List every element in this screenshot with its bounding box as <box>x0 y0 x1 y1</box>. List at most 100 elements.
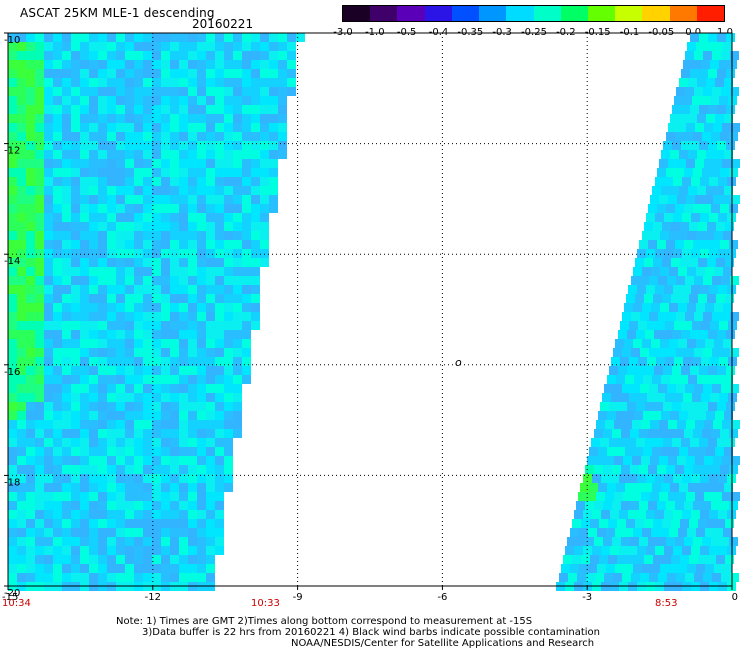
swath-cell <box>197 132 206 141</box>
swath-cell <box>179 60 188 69</box>
swath-cell <box>26 492 35 501</box>
swath-cell <box>134 231 143 240</box>
swath-cell <box>98 231 107 240</box>
swath-cell <box>694 312 703 321</box>
swath-cell <box>71 555 80 564</box>
swath-cell <box>711 204 720 213</box>
swath-cell <box>678 564 687 573</box>
swath-cell <box>188 78 197 87</box>
swath-cell <box>260 195 269 204</box>
swath-cell <box>161 465 170 474</box>
swath-cell <box>233 420 242 429</box>
swath-cell <box>715 375 724 384</box>
swath-cell <box>143 78 152 87</box>
swath-cell <box>615 339 624 348</box>
swath-cell <box>107 159 116 168</box>
swath-cell <box>26 528 35 537</box>
swath-cell <box>26 168 35 177</box>
swath-cell <box>215 348 224 357</box>
swath-cell <box>634 447 643 456</box>
swath-cell <box>629 393 638 402</box>
swath-cell <box>26 159 35 168</box>
swath-cell <box>670 114 679 123</box>
swath-cell <box>89 141 98 150</box>
swath-cell <box>627 366 636 375</box>
swath-cell <box>179 69 188 78</box>
swath-cell <box>729 465 738 474</box>
swath-cell <box>89 537 98 546</box>
swath-cell <box>251 204 260 213</box>
swath-cell <box>125 186 134 195</box>
swath-cell <box>197 456 206 465</box>
swath-cell <box>62 537 71 546</box>
map-date: 20160221 <box>192 17 254 31</box>
swath-cell <box>17 501 26 510</box>
swath-cell <box>697 483 706 492</box>
swath-cell <box>623 420 632 429</box>
swath-cell <box>8 294 17 303</box>
swath-cell <box>17 366 26 375</box>
swath-cell <box>89 339 98 348</box>
swath-cell <box>652 375 661 384</box>
swath-cell <box>89 78 98 87</box>
swath-cell <box>215 546 224 555</box>
swath-cell <box>44 348 53 357</box>
swath-cell <box>206 303 215 312</box>
swath-cell <box>62 321 71 330</box>
swath-cell <box>161 330 170 339</box>
swath-cell <box>660 528 669 537</box>
swath-cell <box>80 366 89 375</box>
swath-cell <box>44 240 53 249</box>
swath-cell <box>709 510 718 519</box>
swath-cell <box>44 51 53 60</box>
swath-cell <box>730 51 739 60</box>
swath-cell <box>152 330 161 339</box>
swath-cell <box>612 465 621 474</box>
swath-cell <box>649 348 658 357</box>
swath-cell <box>206 312 215 321</box>
swath-cell <box>62 555 71 564</box>
swath-cell <box>661 375 670 384</box>
swath-cell <box>35 438 44 447</box>
swath-cell <box>143 465 152 474</box>
swath-cell <box>35 411 44 420</box>
swath-cell <box>233 402 242 411</box>
swath-cell <box>690 105 699 114</box>
swath-cell <box>233 69 242 78</box>
swath-cell <box>691 249 700 258</box>
swath-cell <box>701 393 710 402</box>
swath-cell <box>26 276 35 285</box>
swath-cell <box>179 456 188 465</box>
swath-cell <box>161 105 170 114</box>
swath-cell <box>98 375 107 384</box>
colorbar-swatch <box>615 6 643 21</box>
swath-cell <box>643 447 652 456</box>
swath-cell <box>696 303 705 312</box>
swath-cell <box>44 321 53 330</box>
swath-cell <box>152 339 161 348</box>
swath-cell <box>616 447 625 456</box>
swath-cell <box>197 330 206 339</box>
swath-cell <box>233 33 242 42</box>
swath-cell <box>179 492 188 501</box>
swath-cell <box>615 528 624 537</box>
swath-cell <box>170 69 179 78</box>
swath-cell <box>179 195 188 204</box>
swath-cell <box>44 429 53 438</box>
swath-cell <box>188 519 197 528</box>
swath-cell <box>682 474 691 483</box>
swath-cell <box>672 366 681 375</box>
swath-cell <box>269 87 278 96</box>
swath-cell <box>62 384 71 393</box>
swath-cell <box>649 573 658 582</box>
swath-cell <box>134 492 143 501</box>
swath-cell <box>125 573 134 582</box>
swath-cell <box>179 393 188 402</box>
swath-cell <box>17 321 26 330</box>
swath-cell <box>730 573 739 582</box>
swath-cell <box>633 303 642 312</box>
swath-cell <box>152 501 161 510</box>
swath-cell <box>630 429 639 438</box>
swath-cell <box>587 456 596 465</box>
swath-cell <box>98 69 107 78</box>
